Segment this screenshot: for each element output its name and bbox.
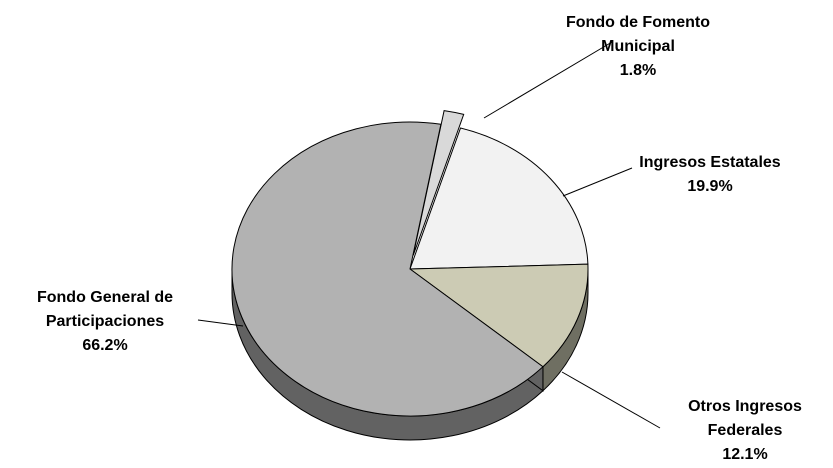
slice-percent-label: 1.8% bbox=[620, 62, 656, 79]
pie-slice bbox=[412, 110, 465, 256]
leader-line bbox=[483, 41, 613, 119]
leader-line bbox=[562, 167, 633, 197]
slice-percent-label: 12.1% bbox=[722, 446, 767, 463]
slice-percent-label: 66.2% bbox=[82, 337, 127, 354]
slice-name-label: Ingresos Estatales bbox=[639, 154, 781, 171]
slice-name-label: Fondo de Fomento bbox=[566, 14, 710, 31]
slice-name-label: Fondo General de bbox=[37, 289, 173, 306]
pie-slice bbox=[231, 121, 544, 417]
slice-percent-label: 19.9% bbox=[687, 178, 732, 195]
pie-slice bbox=[409, 127, 589, 270]
leader-line bbox=[561, 371, 661, 429]
leader-line bbox=[197, 319, 244, 327]
slice-name-label: Federales bbox=[708, 422, 783, 439]
slice-name-label: Municipal bbox=[601, 38, 675, 55]
slice-name-label: Otros Ingresos bbox=[688, 398, 802, 415]
pie-slice bbox=[408, 263, 589, 368]
slice-name-label: Participaciones bbox=[46, 313, 164, 330]
